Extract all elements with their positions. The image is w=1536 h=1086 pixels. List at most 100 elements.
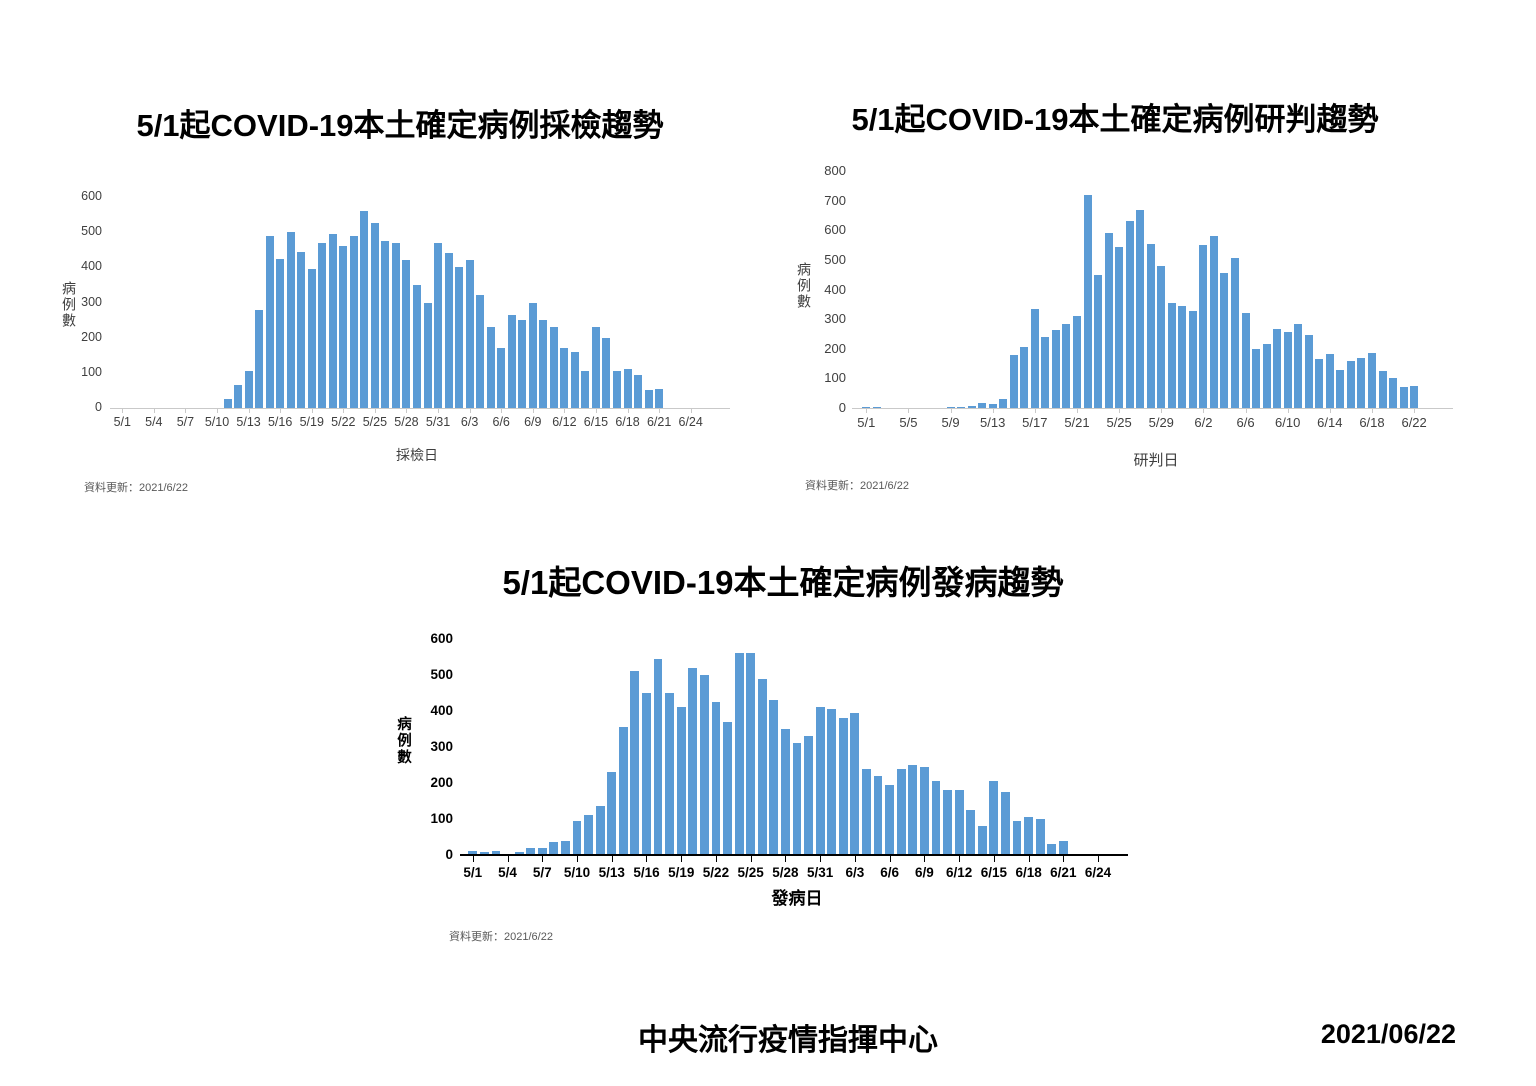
bar-6/4 <box>476 295 485 408</box>
x-tick-label: 6/3 <box>460 415 479 429</box>
bar-5/22 <box>710 701 722 856</box>
x-tick-label: 6/6 <box>880 865 900 880</box>
chart-title: 5/1起COVID-19本土確定病例研判趨勢 <box>851 102 1379 137</box>
bar-6/12 <box>953 789 965 856</box>
x-tick-label: 6/15 <box>583 415 609 429</box>
bar-6/10 <box>1283 332 1292 408</box>
x-tick-label: 5/22 <box>702 865 730 880</box>
bar-5/22 <box>339 246 348 408</box>
y-tick-label: 200 <box>430 775 453 790</box>
x-tick-label: 5/16 <box>633 865 660 880</box>
x-tick-mark <box>406 409 408 413</box>
x-tick-label: 6/2 <box>1194 415 1213 430</box>
bar-5/31 <box>814 706 826 856</box>
x-tick-mark <box>542 856 544 862</box>
y-tick-label: 500 <box>81 224 102 239</box>
x-tick-mark <box>992 409 994 413</box>
x-tick-mark <box>311 409 313 413</box>
bar-6/9 <box>918 765 930 857</box>
bar-6/3 <box>1209 236 1218 408</box>
x-tick-mark <box>1098 856 1100 862</box>
x-tick-mark <box>564 409 566 413</box>
bar-5/11 <box>967 405 976 408</box>
bar-6/11 <box>549 327 558 408</box>
x-tick-mark <box>469 409 471 413</box>
x-tick-mark <box>438 409 440 413</box>
y-tick-label: 0 <box>838 400 846 415</box>
bar-5/25 <box>370 223 379 408</box>
bar-6/18 <box>1023 816 1034 856</box>
y-tick-label: 100 <box>81 364 102 379</box>
bar-5/23 <box>722 720 733 857</box>
bar-5/24 <box>360 211 369 408</box>
x-tick-label: 6/14 <box>1317 415 1343 430</box>
x-tick-mark <box>532 409 534 413</box>
x-tick-mark <box>185 409 187 413</box>
x-tick-label: 5/21 <box>1064 415 1090 430</box>
chart-title: 5/1起COVID-19本土確定病例發病趨勢 <box>502 564 1064 601</box>
bar-6/19 <box>1034 818 1046 856</box>
x-tick-mark <box>1119 409 1121 413</box>
x-tick-mark <box>153 409 155 413</box>
bar-5/20 <box>318 242 327 408</box>
y-tick-label: 300 <box>81 294 102 309</box>
bar-5/31 <box>1178 305 1187 408</box>
x-tick-label: 5/22 <box>331 415 356 429</box>
bar-5/13 <box>988 404 997 408</box>
x-tick-label: 5/19 <box>668 865 695 880</box>
bar-6/21 <box>655 388 664 408</box>
x-tick-mark <box>659 409 661 413</box>
x-tick-mark <box>750 856 752 862</box>
bar-5/19 <box>307 269 316 408</box>
x-tick-mark <box>908 409 910 413</box>
bar-6/21 <box>1057 839 1069 857</box>
bar-5/4 <box>502 853 513 856</box>
x-tick-mark <box>950 409 952 413</box>
bar-5/16 <box>1020 347 1029 408</box>
x-tick-mark <box>785 856 787 862</box>
y-tick-label: 400 <box>824 281 846 297</box>
bar-6/11 <box>1294 323 1303 408</box>
x-tick-label: 6/9 <box>524 415 542 429</box>
bar-5/28 <box>780 728 791 856</box>
x-tick-label: 6/22 <box>1401 415 1427 430</box>
bar-5/25 <box>1115 247 1124 408</box>
bar-5/27 <box>1136 210 1145 408</box>
bar-5/26 <box>381 240 390 408</box>
bar-5/29 <box>1157 265 1166 408</box>
y-tick-label: 600 <box>430 631 453 646</box>
x-tick-mark <box>681 856 683 862</box>
y-tick-label: 0 <box>95 400 102 414</box>
x-tick-mark <box>993 856 995 862</box>
x-tick-label: 5/1 <box>113 415 131 429</box>
bar-6/13 <box>570 351 579 408</box>
x-tick-mark <box>924 856 926 862</box>
data-updated-note: 資料更新：2021/6/22 <box>449 931 553 943</box>
bar-5/23 <box>349 235 358 408</box>
x-tick-mark <box>248 409 250 413</box>
bar-5/13 <box>244 371 253 408</box>
bar-5/18 <box>1041 336 1050 408</box>
bar-6/2 <box>1199 245 1208 408</box>
x-tick-label: 5/13 <box>236 415 261 429</box>
bar-6/19 <box>1378 370 1387 408</box>
bar-5/21 <box>328 233 337 408</box>
bar-6/8 <box>907 764 919 856</box>
x-tick-mark <box>1028 856 1030 862</box>
x-tick-mark <box>1076 409 1078 413</box>
x-tick-mark <box>577 856 578 862</box>
x-tick-mark <box>854 856 856 862</box>
bar-6/21 <box>1399 387 1408 408</box>
x-tick-label: 6/15 <box>980 865 1007 880</box>
bar-6/6 <box>884 783 895 857</box>
bar-6/9 <box>528 302 537 408</box>
bar-6/15 <box>988 780 1000 856</box>
x-axis-ticks: 5/1 5/4 5/7 5/10 5/13 5/16 5/19 5/22 5/25 5/28 5/3… <box>463 856 1127 880</box>
x-tick-label: 6/18 <box>1015 865 1042 880</box>
x-tick-label: 5/29 <box>1148 415 1174 430</box>
y-tick-label: 600 <box>824 222 846 238</box>
bar-5/12 <box>594 805 606 856</box>
y-tick-label: 800 <box>824 163 846 178</box>
data-updated-note: 資料更新：2021/6/22 <box>84 482 188 494</box>
x-axis-title: 採檢日 <box>396 447 438 463</box>
